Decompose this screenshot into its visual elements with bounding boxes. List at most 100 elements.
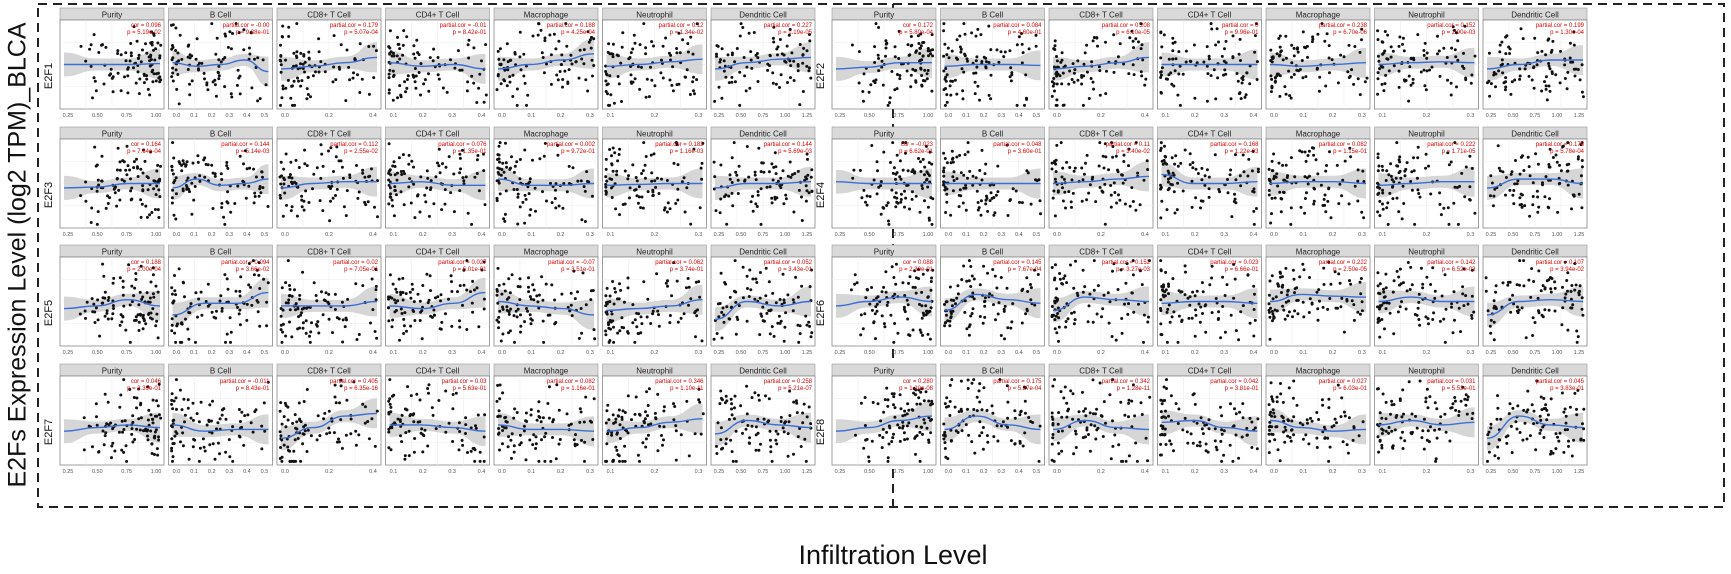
data-point: [151, 452, 154, 455]
panel-title: Macrophage: [524, 11, 569, 20]
stat-correlation: partial.cor = 0.082: [1319, 142, 1368, 148]
data-point: [155, 170, 158, 173]
data-point: [150, 443, 153, 446]
data-point: [915, 292, 918, 295]
data-point: [1581, 159, 1584, 162]
data-point: [1517, 311, 1520, 314]
stat-pvalue: p = 1.16e-03: [670, 149, 705, 155]
data-point: [1423, 84, 1426, 87]
data-point: [116, 49, 119, 52]
panel-title: Neutrophil: [636, 248, 673, 257]
data-point: [1420, 71, 1423, 74]
data-point: [279, 183, 282, 186]
data-point: [1445, 308, 1448, 311]
data-point: [310, 321, 313, 324]
data-point: [218, 452, 221, 455]
data-point: [212, 207, 215, 210]
data-point: [1054, 39, 1057, 42]
panel-title: B Cell: [210, 367, 232, 376]
data-point: [1176, 208, 1179, 211]
data-point: [988, 292, 991, 295]
data-point: [1343, 55, 1346, 58]
x-tick-label: 0.1: [528, 232, 536, 238]
data-point: [529, 177, 532, 180]
data-point: [467, 43, 470, 46]
data-point: [1254, 319, 1257, 322]
data-point: [1429, 193, 1432, 196]
data-point: [583, 185, 586, 188]
data-point: [107, 202, 110, 205]
data-point: [949, 214, 952, 217]
data-point: [1221, 305, 1224, 308]
data-point: [1318, 90, 1321, 93]
data-point: [870, 144, 873, 147]
data-point: [1377, 38, 1380, 41]
panel-title: Purity: [102, 248, 122, 257]
data-point: [83, 416, 86, 419]
data-point: [1385, 179, 1388, 182]
data-point: [518, 177, 521, 180]
data-point: [1359, 292, 1362, 295]
data-point: [1565, 279, 1568, 282]
data-point: [1281, 164, 1284, 167]
data-point: [605, 180, 608, 183]
data-point: [141, 188, 144, 191]
data-point: [733, 141, 736, 144]
data-point: [612, 147, 615, 150]
data-point: [808, 39, 811, 42]
data-point: [892, 341, 895, 344]
data-point: [946, 101, 949, 104]
data-point: [1054, 44, 1057, 47]
data-point: [404, 90, 407, 93]
panel-title: Neutrophil: [1408, 11, 1445, 20]
data-point: [1137, 40, 1140, 43]
data-point: [120, 449, 123, 452]
x-tick-label: 0.1: [390, 350, 398, 356]
x-tick-label: 0.0: [173, 350, 181, 356]
data-point: [1290, 44, 1293, 47]
data-point: [330, 185, 333, 188]
data-point: [1385, 169, 1388, 172]
data-point: [1146, 159, 1149, 162]
data-point: [650, 154, 653, 157]
data-point: [1274, 80, 1277, 83]
data-point: [1117, 193, 1120, 196]
data-point: [626, 177, 629, 180]
data-point: [158, 178, 161, 181]
data-point: [498, 145, 501, 148]
data-point: [1551, 40, 1554, 43]
data-point: [700, 167, 703, 170]
data-point: [774, 165, 777, 168]
data-point: [1308, 175, 1311, 178]
x-tick-label: 0.2: [980, 113, 988, 119]
data-point: [799, 43, 802, 46]
data-point: [1316, 68, 1319, 71]
data-point: [94, 321, 97, 324]
data-point: [779, 177, 782, 180]
data-point: [1564, 296, 1567, 299]
data-point: [124, 51, 127, 54]
data-point: [207, 419, 210, 422]
data-point: [262, 58, 265, 61]
data-point: [538, 157, 541, 160]
stat-pvalue: p = 5.14e-03: [236, 149, 271, 155]
data-point: [1271, 169, 1274, 172]
data-point: [531, 283, 534, 286]
data-point: [467, 212, 470, 215]
data-point: [280, 315, 283, 318]
data-point: [403, 311, 406, 314]
data-point: [1311, 146, 1314, 149]
data-point: [281, 35, 284, 38]
data-point: [996, 190, 999, 193]
data-point: [1323, 40, 1326, 43]
data-point: [158, 195, 161, 198]
data-point: [392, 99, 395, 102]
data-point: [1072, 287, 1075, 290]
data-point: [254, 195, 257, 198]
gene-label: E2F5: [43, 300, 55, 326]
data-point: [138, 92, 141, 95]
data-point: [611, 313, 614, 316]
data-point: [1064, 207, 1067, 210]
data-point: [670, 84, 673, 87]
